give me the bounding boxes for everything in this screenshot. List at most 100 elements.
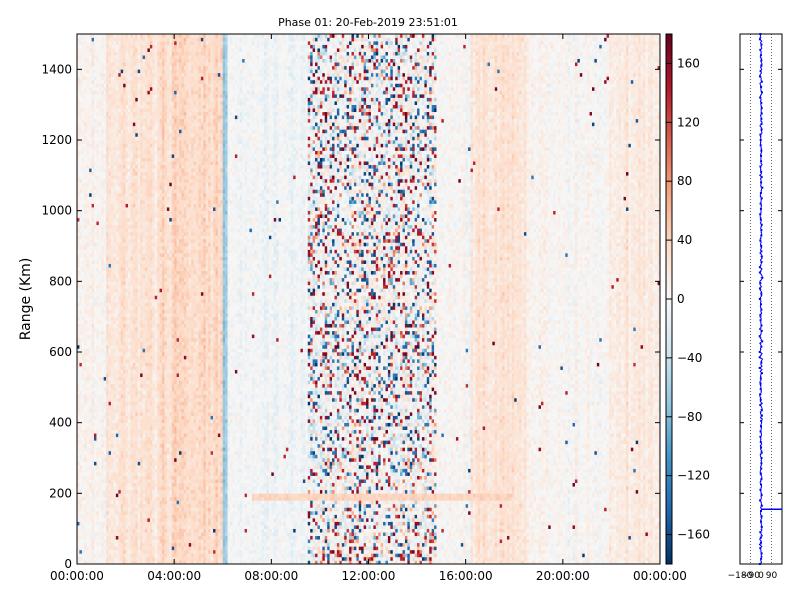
heatmap-cell xyxy=(96,338,99,342)
heatmap-cell xyxy=(145,94,148,98)
heatmap-cell xyxy=(145,186,148,190)
heatmap-cell xyxy=(140,175,143,179)
heatmap-cell xyxy=(126,486,129,490)
heatmap-cell xyxy=(130,59,133,63)
heatmap-cell xyxy=(140,66,143,70)
heatmap-cell xyxy=(118,433,121,437)
heatmap-cell xyxy=(113,380,116,384)
heatmap-cell xyxy=(123,115,126,119)
heatmap-cell xyxy=(82,38,85,42)
heatmap-cell xyxy=(89,264,92,268)
heatmap-cell xyxy=(155,507,158,511)
heatmap-cell xyxy=(101,394,104,398)
heatmap-cell xyxy=(135,133,138,137)
heatmap-cell xyxy=(140,356,143,360)
heatmap-cell xyxy=(145,73,148,77)
heatmap-cell xyxy=(128,48,131,52)
heatmap-cell xyxy=(106,87,109,91)
heatmap-cell xyxy=(101,472,104,476)
heatmap-cell xyxy=(106,387,109,391)
heatmap-cell xyxy=(111,91,114,95)
heatmap-cell xyxy=(128,235,131,239)
heatmap-cell xyxy=(152,423,155,427)
heatmap-cell xyxy=(89,76,92,80)
heatmap-cell xyxy=(135,320,138,324)
heatmap-cell xyxy=(147,553,150,557)
heatmap-cell xyxy=(126,257,129,261)
heatmap-cell xyxy=(145,469,148,473)
heatmap-cell xyxy=(135,359,138,363)
heatmap-cell xyxy=(126,557,129,561)
heatmap-cell xyxy=(109,345,112,349)
heatmap-cell xyxy=(99,398,102,402)
heatmap-cell xyxy=(133,154,136,158)
heatmap-cell xyxy=(150,147,153,151)
heatmap-cell xyxy=(84,465,87,469)
heatmap-cell xyxy=(118,327,121,331)
heatmap-cell xyxy=(155,158,158,162)
heatmap-cell xyxy=(140,525,143,529)
heatmap-cell xyxy=(79,532,82,536)
heatmap-cell xyxy=(87,511,90,515)
heatmap-cell xyxy=(89,295,92,299)
heatmap-cell xyxy=(157,493,160,497)
heatmap-cell xyxy=(109,405,112,409)
heatmap-cell xyxy=(150,158,153,162)
heatmap-cell xyxy=(92,447,95,451)
heatmap-cell xyxy=(101,370,104,374)
heatmap-cell xyxy=(113,129,116,133)
heatmap-cell xyxy=(147,462,150,466)
heatmap-cell xyxy=(140,250,143,254)
heatmap-cell xyxy=(84,193,87,197)
heatmap-cell xyxy=(157,515,160,519)
heatmap-cell xyxy=(82,476,85,480)
heatmap-cell xyxy=(123,416,126,420)
heatmap-cell xyxy=(155,278,158,282)
heatmap-cell xyxy=(104,186,107,190)
heatmap-cell xyxy=(92,253,95,257)
heatmap-cell xyxy=(133,126,136,130)
heatmap-cell xyxy=(135,147,138,151)
heatmap-cell xyxy=(150,112,153,116)
heatmap-cell xyxy=(82,419,85,423)
heatmap-cell xyxy=(87,91,90,95)
heatmap-cell xyxy=(79,331,82,335)
heatmap-cell xyxy=(121,454,124,458)
heatmap-cell xyxy=(133,165,136,169)
heatmap-cell xyxy=(118,486,121,490)
heatmap-cell xyxy=(133,444,136,448)
heatmap-cell xyxy=(123,409,126,413)
heatmap-cell xyxy=(116,214,119,218)
heatmap-cell xyxy=(92,242,95,246)
heatmap-cell xyxy=(111,66,114,70)
heatmap-cell xyxy=(82,356,85,360)
heatmap-cell xyxy=(96,278,99,282)
heatmap-cell xyxy=(109,359,112,363)
heatmap-cell xyxy=(135,525,138,529)
heatmap-cell xyxy=(106,257,109,261)
heatmap-cell xyxy=(152,405,155,409)
heatmap-cell xyxy=(123,525,126,529)
heatmap-cell xyxy=(123,161,126,165)
heatmap-cell xyxy=(87,179,90,183)
heatmap-cell xyxy=(84,98,87,102)
heatmap-cell xyxy=(128,331,131,335)
heatmap-cell xyxy=(87,539,90,543)
heatmap-cell xyxy=(92,405,95,409)
heatmap-cell xyxy=(155,108,158,112)
heatmap-cell xyxy=(92,200,95,204)
heatmap-cell xyxy=(143,73,146,77)
heatmap-cell xyxy=(79,536,82,540)
heatmap-cell xyxy=(82,246,85,250)
heatmap-cell xyxy=(94,260,97,264)
heatmap-cell xyxy=(135,94,138,98)
heatmap-cell xyxy=(130,384,133,388)
heatmap-cell xyxy=(89,214,92,218)
heatmap-cell xyxy=(155,310,158,314)
heatmap-cell xyxy=(138,73,141,77)
heatmap-cell xyxy=(116,345,119,349)
heatmap-cell xyxy=(155,458,158,462)
heatmap-cell xyxy=(118,380,121,384)
heatmap-cell xyxy=(79,126,82,130)
heatmap-cell xyxy=(79,76,82,80)
